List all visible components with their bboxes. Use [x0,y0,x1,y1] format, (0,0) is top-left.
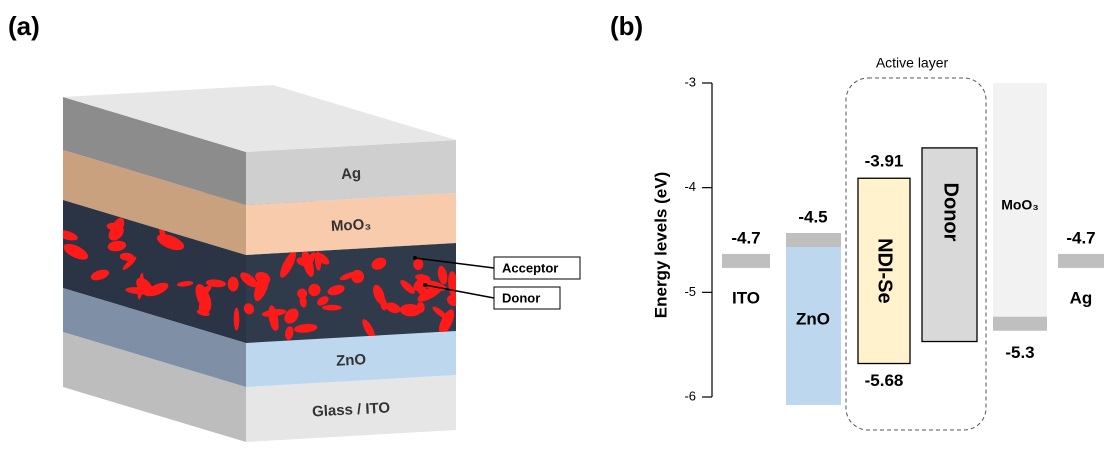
active-layer-label: Active layer [876,55,949,71]
level-label: -3.91 [865,152,904,171]
energy-level [722,254,770,268]
level-label: -5.68 [865,371,904,390]
panel-label: (b) [610,11,643,41]
level-label: ITO [732,288,760,307]
energy-level [786,233,841,247]
figure: (a) (b) Glass / ITOZnOMoO₃AgAcceptorDono… [0,0,1104,450]
y-tick-label: -6 [684,388,696,403]
level-label: Ag [1070,288,1093,307]
energy-level [1058,254,1104,268]
callout-label: Acceptor [502,260,558,275]
domain [322,305,342,311]
level-label: -4.7 [1066,228,1095,247]
level-label: -4.7 [731,228,760,247]
layer-label: ZnO [336,351,367,370]
level-label: -4.5 [798,207,827,226]
energy-diagram: -3 -4 -5 -6 Energy levels (eV) Active layer -4… [651,55,1104,430]
y-axis-label: Energy levels (eV) [651,172,670,318]
material-label: Donor [940,183,962,242]
y-tick-label: -4 [684,179,696,194]
y-tick-label: -5 [684,284,696,299]
layer-label: MoO₃ [331,216,372,235]
panel-label: (a) [8,11,40,41]
energy-band [922,148,977,342]
level-label: MoO₃ [1001,197,1039,213]
level-label: ZnO [796,309,830,328]
layer-label: Ag [341,165,362,183]
y-tick-label: -3 [684,74,696,89]
callout-label: Donor [502,290,540,305]
energy-level [993,317,1047,331]
material-label: NDI-Se [874,238,896,304]
level-label: -5.3 [1005,343,1034,362]
